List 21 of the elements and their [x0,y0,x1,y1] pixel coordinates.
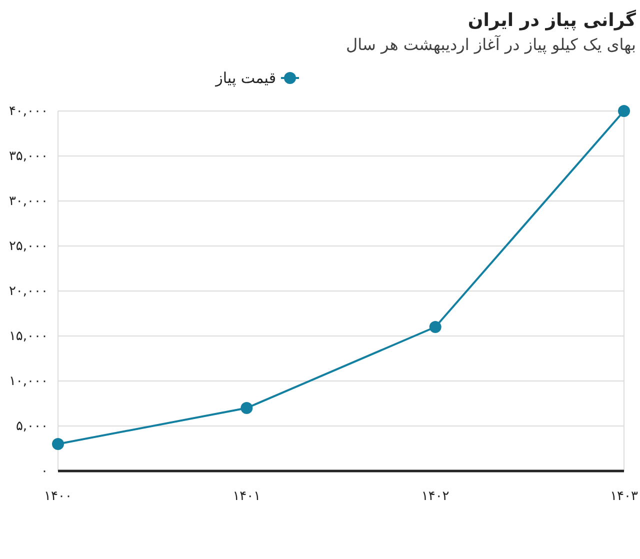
point [429,321,442,333]
point [240,402,253,414]
x-tick-label: ۱۴۰۳ [610,489,638,504]
y-tick-label: ۱۵,۰۰۰ [8,329,48,344]
y-tick-label: ۰ [41,464,48,479]
legend: قیمت پیاز [216,69,299,87]
point [52,438,64,450]
x-tick-label: ۱۴۰۱ [232,489,261,504]
y-tick-label: ۳۰,۰۰۰ [8,194,48,209]
x-tick-label: ۱۴۰۲ [421,489,450,504]
chart-subtitle: بهای یک کیلو پیاز در آغاز اردیبهشت هر سال [346,34,636,54]
y-tick-label: ۲۵,۰۰۰ [8,239,48,254]
y-tick-label: ۱۰,۰۰۰ [8,374,48,389]
chart-title: گرانی پیاز در ایران [468,9,637,31]
point [618,105,630,117]
y-tick-label: ۴۰,۰۰۰ [8,104,48,119]
y-tick-label: ۳۵,۰۰۰ [8,149,48,164]
legend-label: قیمت پیاز [214,69,276,87]
y-tick-label: ۵,۰۰۰ [16,419,48,434]
y-tick-label: ۲۰,۰۰۰ [8,284,48,299]
x-tick-label: ۱۴۰۰ [44,489,72,504]
